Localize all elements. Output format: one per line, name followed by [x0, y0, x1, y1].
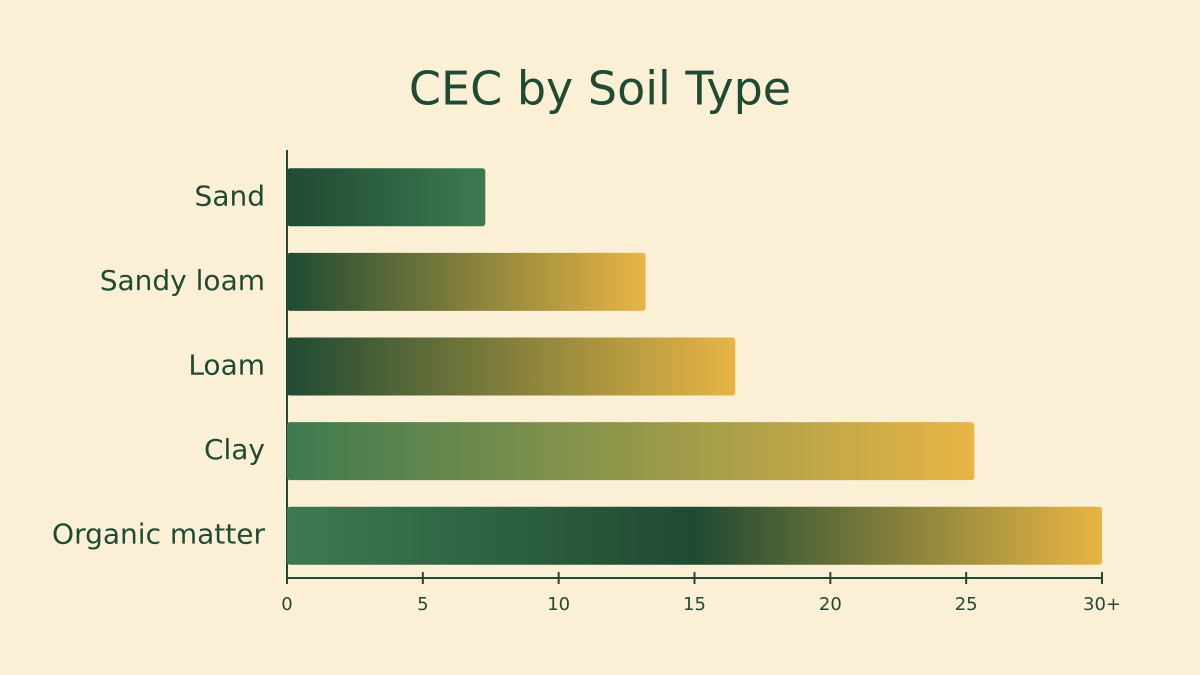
x-tick-label: 0 — [281, 594, 292, 615]
y-tick-label: Sand — [195, 179, 265, 212]
y-tick-label: Organic matter — [52, 518, 265, 551]
y-tick-label: Sandy loam — [100, 264, 265, 297]
bar — [287, 168, 486, 227]
x-tick-label: 5 — [417, 594, 428, 615]
bar — [287, 252, 646, 311]
x-tick-label: 20 — [819, 594, 842, 615]
chart-title: CEC by Soil Type — [409, 62, 791, 116]
x-tick-label: 10 — [547, 594, 570, 615]
y-tick-label: Loam — [188, 349, 265, 382]
x-tick-label: 15 — [683, 594, 706, 615]
bar — [287, 422, 975, 481]
y-tick-label: Clay — [204, 433, 265, 466]
bar — [287, 337, 736, 396]
x-tick-label: 30+ — [1083, 594, 1121, 615]
bar — [287, 506, 1102, 565]
x-tick-label: 25 — [955, 594, 978, 615]
